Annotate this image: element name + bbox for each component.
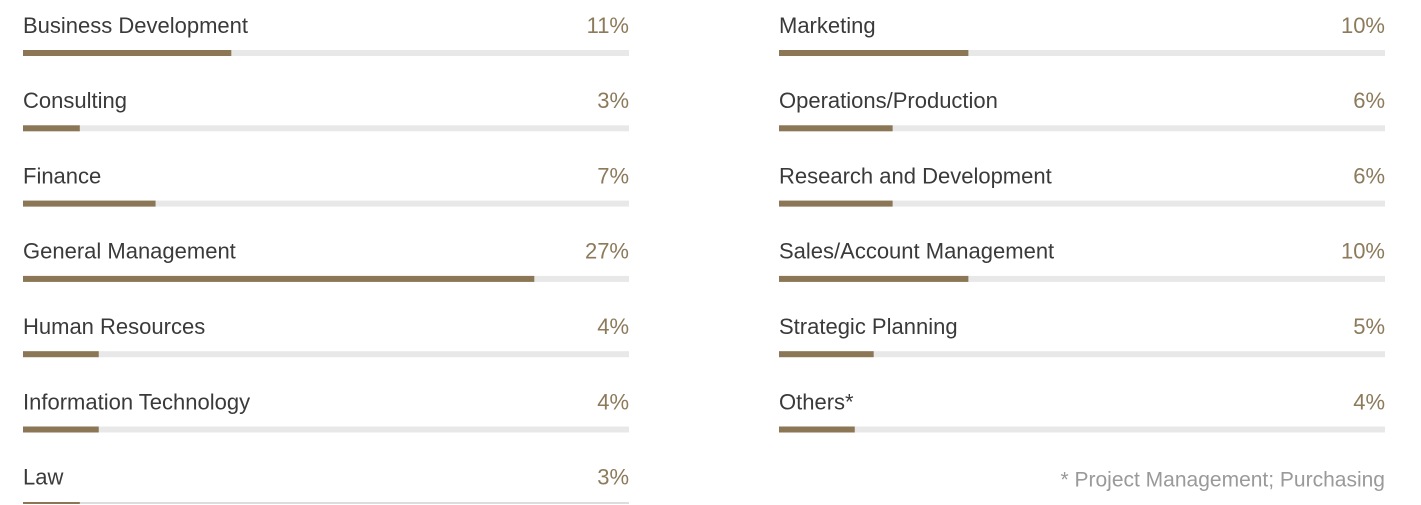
category-label: Finance: [23, 163, 101, 188]
bar-track: [23, 125, 629, 132]
value-label: 6%: [1353, 163, 1385, 188]
category-label: Research and Development: [779, 163, 1052, 188]
bar-track: [23, 426, 629, 433]
bar: [779, 426, 855, 433]
category-label: Sales/Account Management: [779, 239, 1054, 264]
bar: [23, 351, 99, 358]
bar-track: [23, 351, 629, 358]
value-label: 5%: [1353, 314, 1385, 339]
bar: [779, 200, 893, 207]
category-label: Operations/Production: [779, 88, 998, 113]
value-label: 4%: [597, 314, 629, 339]
value-label: 4%: [597, 389, 629, 414]
bar: [23, 275, 535, 282]
bar: [779, 50, 969, 56]
value-label: 27%: [585, 239, 629, 264]
value-label: 3%: [597, 465, 629, 490]
bar: [23, 125, 80, 132]
bar-track: [779, 125, 1385, 132]
category-label: Others*: [779, 389, 854, 414]
bar-track: [779, 351, 1385, 358]
value-label: 7%: [597, 163, 629, 188]
category-label: Human Resources: [23, 314, 205, 339]
category-label: Consulting: [23, 88, 127, 113]
value-label: 10%: [1341, 239, 1385, 264]
category-label: Business Development: [23, 13, 248, 38]
bar-track: [23, 200, 629, 207]
value-label: 6%: [1353, 88, 1385, 113]
bar-track: [779, 50, 1385, 56]
category-label: Information Technology: [23, 389, 250, 414]
bar-track: [779, 275, 1385, 282]
footnote: * Project Management; Purchasing: [1060, 469, 1385, 492]
bar: [779, 125, 893, 132]
bar-track: [779, 426, 1385, 433]
bar-track: [23, 50, 629, 56]
bar: [779, 275, 969, 282]
value-label: 4%: [1353, 389, 1385, 414]
bar: [23, 50, 232, 56]
bar-track: [23, 502, 629, 504]
bar: [23, 200, 156, 207]
bar-track: [779, 200, 1385, 207]
value-label: 10%: [1341, 13, 1385, 38]
category-label: General Management: [23, 239, 236, 264]
bar: [23, 426, 99, 433]
value-label: 11%: [587, 13, 629, 38]
category-label: Law: [23, 465, 63, 490]
category-label: Strategic Planning: [779, 314, 958, 339]
value-label: 3%: [597, 88, 629, 113]
bar: [23, 502, 80, 504]
bar: [779, 351, 874, 358]
category-label: Marketing: [779, 13, 876, 38]
